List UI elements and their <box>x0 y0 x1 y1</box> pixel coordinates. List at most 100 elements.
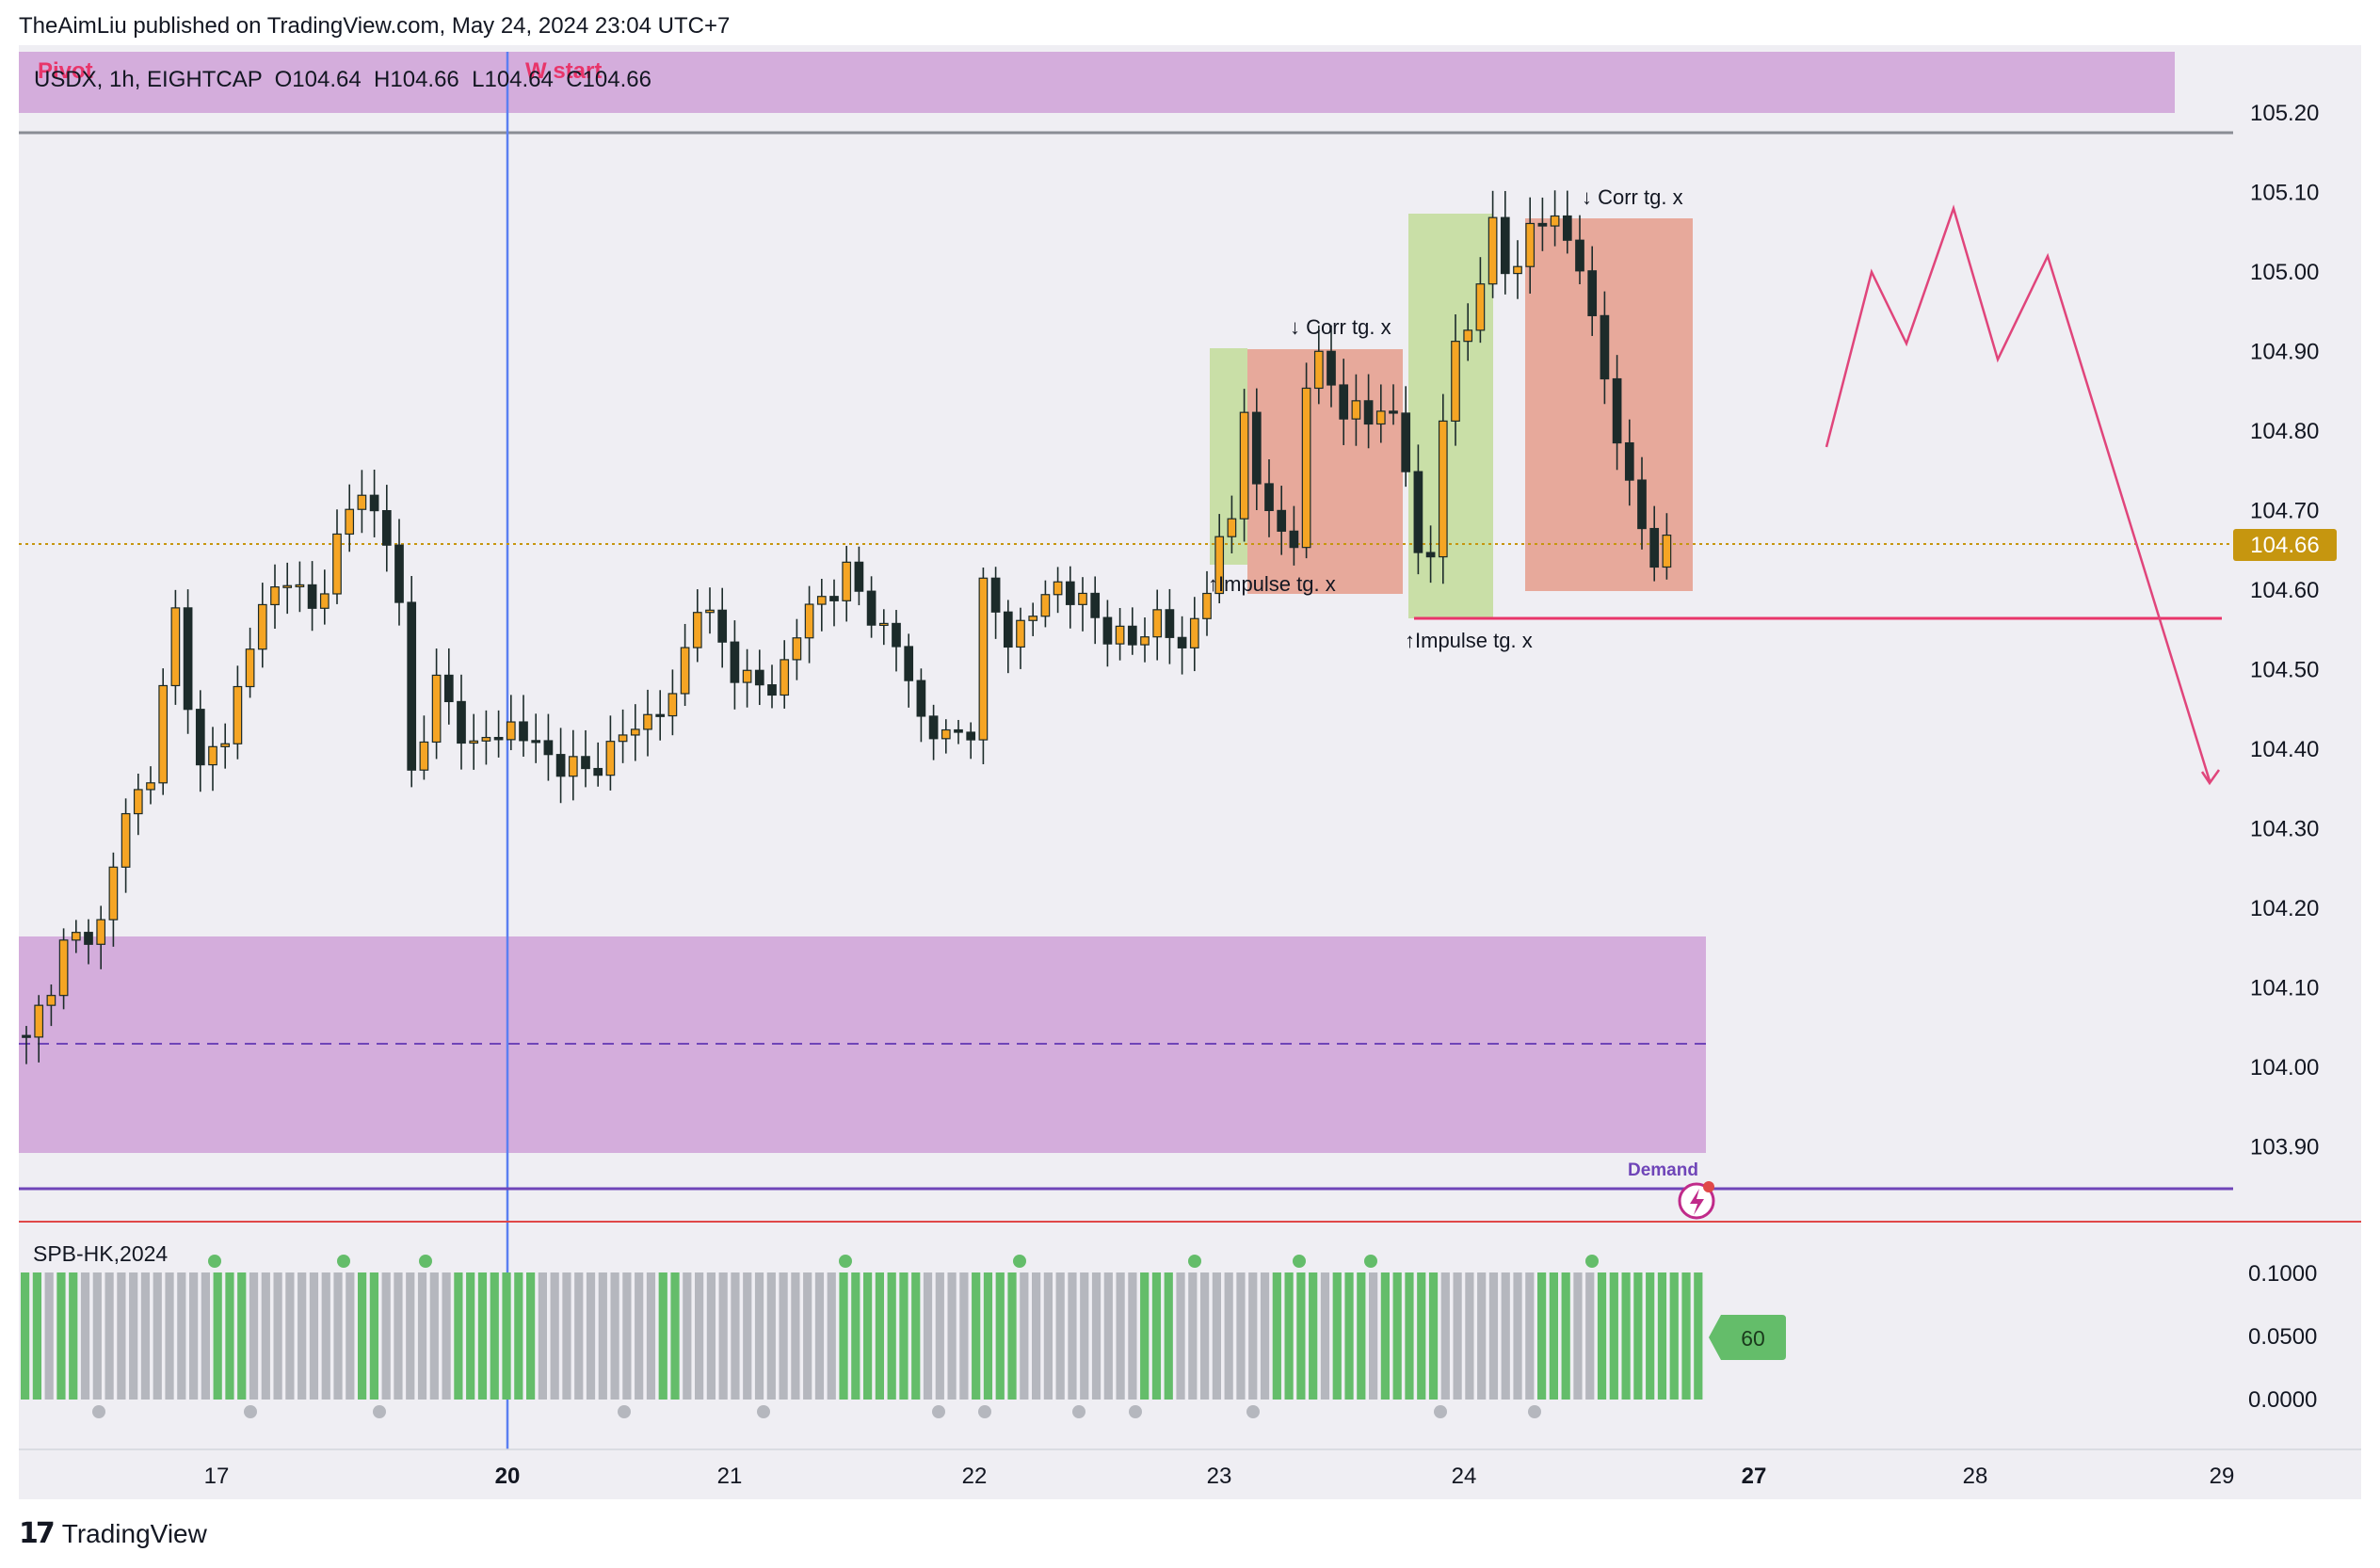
indicator-bar <box>1694 1272 1703 1400</box>
candle <box>705 587 715 634</box>
candle <box>1313 325 1324 405</box>
candle <box>655 690 666 741</box>
indicator-title[interactable]: SPB-HK,2024 <box>33 1241 168 1266</box>
candle-body <box>519 721 528 742</box>
indicator-bar <box>526 1272 536 1400</box>
candle-body <box>443 674 454 703</box>
candle <box>1550 190 1560 247</box>
price-tick-label: 104.00 <box>2250 1055 2319 1080</box>
indicator-bar <box>779 1272 788 1400</box>
candle-body <box>941 728 951 740</box>
indicator-bar <box>1164 1272 1173 1400</box>
candle-body <box>1600 314 1610 380</box>
candle-body <box>1451 341 1460 422</box>
candle <box>1152 589 1163 661</box>
candle <box>1078 577 1087 632</box>
time-tick-label: 22 <box>962 1464 988 1489</box>
candle <box>978 568 989 764</box>
indicator-bar <box>514 1272 523 1400</box>
impulse-label-1: ↑Impulse tg. x <box>1208 572 1336 596</box>
candle <box>146 766 155 805</box>
candle-body <box>108 866 119 920</box>
price-axis[interactable]: 105.20 105.10 105.00 104.90 104.80 104.70 104.… <box>2250 101 2319 1160</box>
candle-body <box>1102 616 1113 645</box>
candle <box>1600 291 1610 405</box>
candle <box>1587 246 1598 336</box>
candle <box>195 690 205 792</box>
candle <box>493 710 504 758</box>
indicator-bar <box>646 1272 656 1400</box>
candle-body <box>381 509 392 546</box>
price-tick-label: 104.80 <box>2250 419 2319 444</box>
indicator-bar <box>309 1272 319 1400</box>
indicator-bar <box>718 1272 728 1400</box>
candle-body <box>1339 384 1349 420</box>
candle-body <box>692 612 702 648</box>
candle <box>71 920 81 953</box>
indicator-bar <box>249 1272 259 1400</box>
candle-body <box>1140 636 1150 646</box>
candle <box>369 470 379 537</box>
time-axis[interactable]: 17 20 21 22 23 24 27 28 29 <box>204 1464 2235 1489</box>
candle <box>780 640 790 709</box>
signal-dot-green <box>337 1255 350 1268</box>
candle <box>1375 384 1386 443</box>
candle-body <box>990 577 1001 613</box>
candle <box>270 564 280 629</box>
indicator-bar <box>1549 1272 1558 1400</box>
candle-body <box>1189 617 1199 648</box>
candle-body <box>71 932 81 941</box>
indicator-bar <box>1020 1272 1029 1400</box>
signal-dot-green <box>1293 1255 1306 1268</box>
candle <box>531 713 541 763</box>
signal-dot-green <box>1013 1255 1026 1268</box>
candle-body <box>22 1034 31 1038</box>
candle-body <box>220 743 231 747</box>
candle-body <box>1090 592 1101 618</box>
indicator-bar <box>1248 1272 1258 1400</box>
candle <box>233 665 243 760</box>
candle-body <box>792 637 802 661</box>
bolt-icon[interactable] <box>1678 1181 1715 1220</box>
candle-body <box>555 754 566 777</box>
projection-path <box>1825 204 2211 782</box>
candle <box>1525 197 1536 294</box>
candle <box>1513 240 1522 299</box>
indicator-bar <box>417 1272 427 1400</box>
indicator-bar <box>1501 1272 1510 1400</box>
candle <box>581 729 590 788</box>
indicator-tick-1: 0.1000 <box>2248 1261 2317 1287</box>
candle <box>1327 325 1336 408</box>
corr-label-2: ↓ Corr tg. x <box>1582 185 1683 209</box>
candle <box>84 919 93 965</box>
candle-body <box>1637 479 1647 530</box>
symbol-legend[interactable]: USDX, 1h, EIGHTCAP O104.64 H104.66 L104.… <box>34 67 651 92</box>
indicator-bar <box>298 1272 307 1400</box>
candle <box>954 719 963 744</box>
candle-body <box>1587 270 1598 316</box>
candle <box>816 579 827 632</box>
candle-body <box>1115 625 1125 645</box>
indicator-bar <box>743 1272 752 1400</box>
candle-body <box>332 533 342 595</box>
candle <box>108 852 119 947</box>
candle-body <box>705 609 715 614</box>
candle-body <box>1264 483 1274 512</box>
indicator-bar <box>887 1272 896 1400</box>
indicator-bar <box>1260 1272 1270 1400</box>
indicator-bar <box>706 1272 716 1400</box>
indicator-bar <box>1537 1272 1547 1400</box>
indicator-bar <box>562 1272 571 1400</box>
indicator-bar <box>213 1272 222 1400</box>
candle <box>431 648 442 760</box>
candle-body <box>295 584 305 588</box>
signal-dot-gray <box>932 1405 945 1418</box>
signal-dot-green <box>419 1255 432 1268</box>
price-tick-label: 103.90 <box>2250 1135 2319 1160</box>
candle <box>357 470 367 534</box>
candle <box>1040 580 1051 628</box>
candle <box>121 798 131 893</box>
signal-dot-gray <box>618 1405 631 1418</box>
candle <box>1102 600 1113 667</box>
